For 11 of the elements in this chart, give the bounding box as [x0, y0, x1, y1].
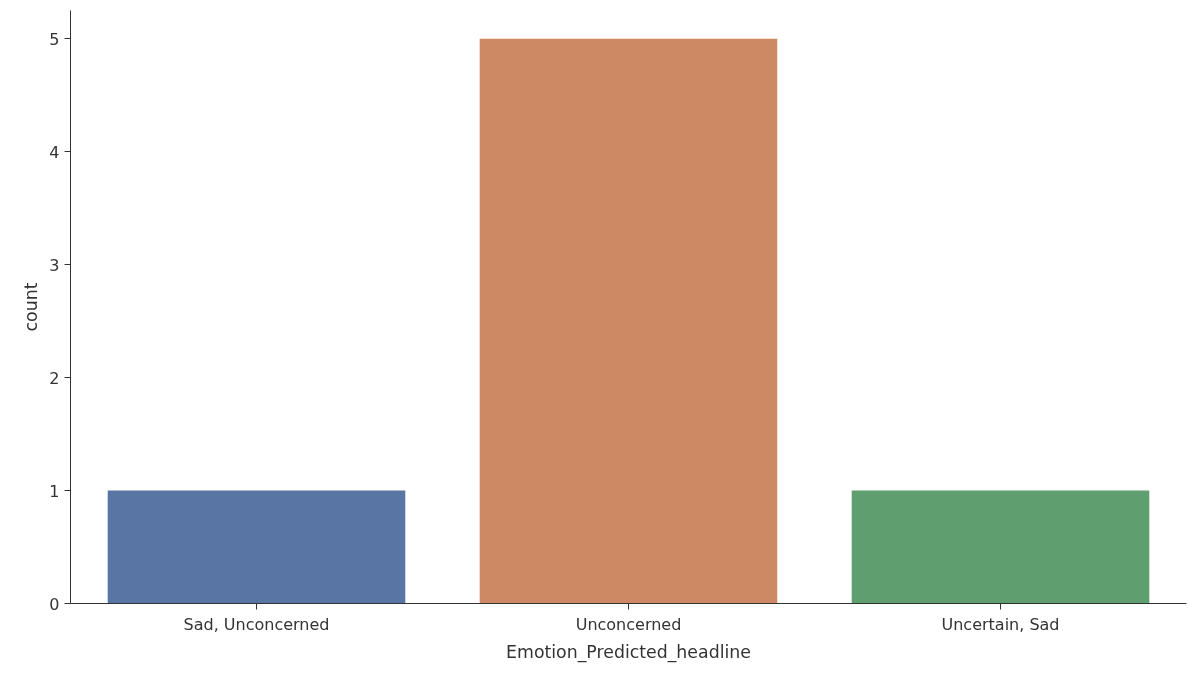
x-tick-label: Sad, Unconcerned: [183, 614, 330, 634]
y-tick-label: 4: [49, 142, 60, 162]
y-tick-label: 5: [49, 29, 60, 49]
y-tick-label: 2: [49, 368, 60, 388]
y-tick-label: 1: [49, 481, 60, 501]
y-tick-label: 3: [49, 255, 60, 275]
x-axis-title: Emotion_Predicted_headline: [506, 641, 751, 663]
y-axis-title: count: [21, 282, 42, 332]
x-tick-label: Unconcerned: [575, 614, 682, 634]
x-tick-label: Uncertain, Sad: [941, 614, 1060, 634]
y-tick-label: 0: [49, 594, 60, 614]
